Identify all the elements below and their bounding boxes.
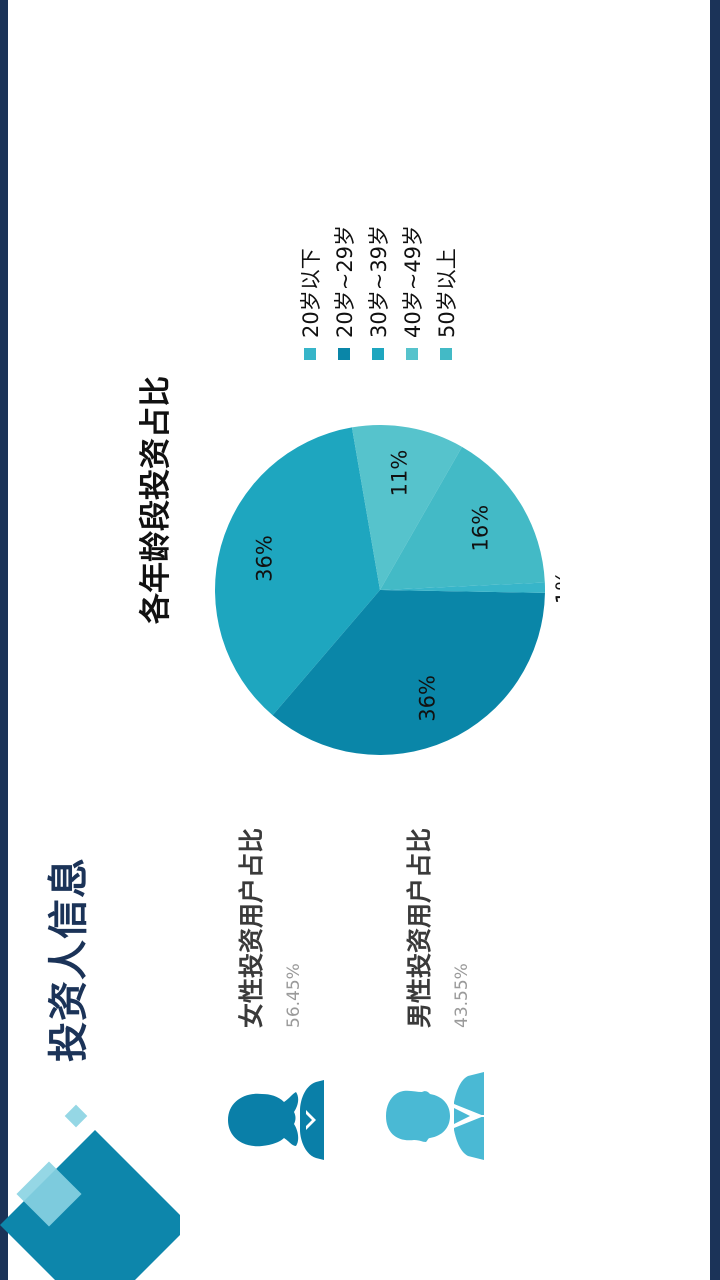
legend-item: 30岁~39岁 (366, 224, 391, 360)
legend-swatch (406, 348, 418, 360)
legend-label: 20岁~29岁 (333, 224, 357, 338)
legend-item: 20岁~29岁 (332, 224, 357, 360)
corner-square-small (64, 1104, 88, 1128)
pie-slice (380, 582, 545, 593)
legend-swatch (440, 348, 452, 360)
legend-label: 30岁~39岁 (367, 224, 391, 338)
legend-item: 20岁以下 (298, 225, 323, 360)
female-ratio-label: 女性投资用户占比 (237, 827, 266, 1028)
legend-item: 50岁以上 (434, 225, 459, 360)
pie-slice (272, 590, 545, 755)
right-frame-bar (710, 0, 720, 1280)
female-user-icon (228, 1080, 324, 1160)
pie-slice (351, 425, 462, 590)
corner-diamond-large (0, 1130, 180, 1280)
legend-swatch (338, 348, 350, 360)
pie-slice-label: 11% (388, 450, 412, 497)
pie-slice-label: 1% (552, 571, 560, 604)
female-ratio-value: 56.45% (284, 963, 304, 1028)
legend-label: 40岁~49岁 (401, 224, 425, 338)
pie-slice-label: 36% (416, 675, 440, 722)
page-title: 投资人信息 (46, 857, 92, 1062)
pie-slice-label: 36% (253, 535, 277, 582)
chart-title: 各年龄段投资占比 (138, 376, 174, 624)
legend-swatch (304, 348, 316, 360)
age-pie-chart: 36% 36% 11% 16% 1% (215, 425, 560, 755)
male-user-icon (386, 1072, 484, 1160)
male-ratio-label: 男性投资用户占比 (405, 827, 434, 1028)
legend-label: 50岁以上 (435, 248, 459, 338)
pie-slice (215, 427, 380, 716)
pie-slice (380, 446, 545, 590)
legend-item: 40岁~49岁 (400, 224, 425, 360)
legend-label: 20岁以下 (299, 248, 323, 338)
corner-square-light (16, 1161, 82, 1227)
pie-slice-label: 16% (468, 505, 492, 552)
chart-legend: 20岁以下 20岁~29岁 30岁~39岁 40岁~49岁 50岁以上 (298, 225, 468, 360)
legend-swatch (372, 348, 384, 360)
male-ratio-value: 43.55% (452, 963, 472, 1028)
corner-decoration (0, 1104, 180, 1280)
left-frame-bar (0, 0, 8, 1280)
